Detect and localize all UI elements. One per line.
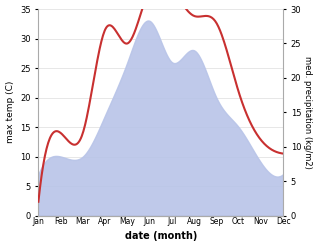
Y-axis label: max temp (C): max temp (C) bbox=[5, 81, 15, 144]
Y-axis label: med. precipitation (kg/m2): med. precipitation (kg/m2) bbox=[303, 56, 313, 169]
X-axis label: date (month): date (month) bbox=[125, 231, 197, 242]
